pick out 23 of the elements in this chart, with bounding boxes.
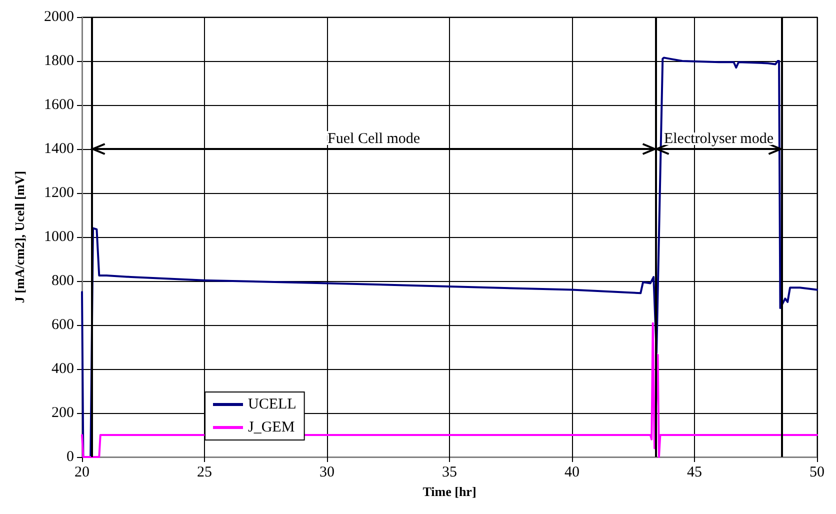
y-tick-label: 1200 [44, 185, 74, 201]
y-tick-label: 400 [52, 361, 74, 377]
y-tick-label: 200 [52, 405, 74, 421]
y-tick-label: 1800 [44, 53, 74, 69]
annotation: Fuel Cell mode [328, 131, 420, 147]
y-tick-label: 1400 [44, 141, 74, 157]
y-tick-label: 1600 [44, 97, 74, 113]
y-axis-title: J [mA/cm2], Ucell [mV] [12, 170, 27, 304]
y-tick-label: 1000 [44, 229, 74, 245]
x-axis-title: Time [hr] [422, 484, 476, 499]
x-tick-label: 35 [442, 464, 457, 480]
x-tick-label: 50 [810, 464, 824, 480]
y-tick-label: 2000 [44, 9, 74, 25]
x-tick-label: 40 [564, 464, 580, 480]
x-tick-label: 45 [687, 464, 702, 480]
y-tick-label: 800 [52, 273, 74, 289]
x-tick-label: 25 [197, 464, 212, 480]
y-tick-label: 0 [66, 449, 74, 465]
legend-label: UCELL [248, 396, 296, 412]
legend-label: J_GEM [248, 420, 295, 436]
x-tick-label: 30 [320, 464, 334, 480]
x-tick-label: 20 [74, 464, 90, 480]
y-tick-label: 600 [52, 317, 74, 333]
